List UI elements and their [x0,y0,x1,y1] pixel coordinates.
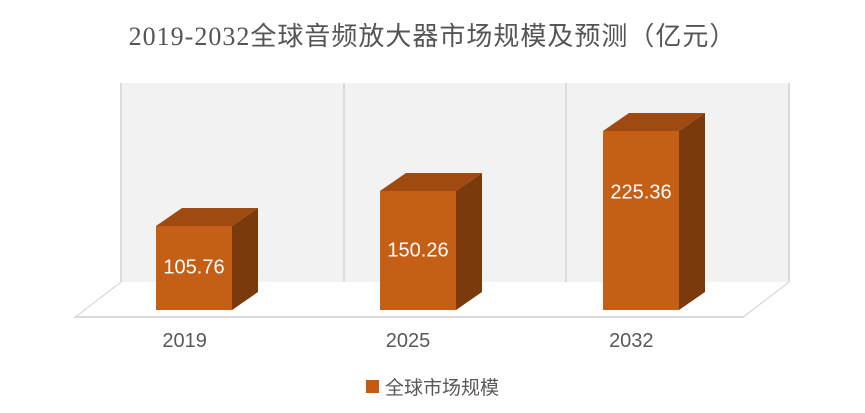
x-axis-label: 2025 [385,330,431,352]
bar-front-face [156,226,232,310]
chart-title: 2019-2032全球音频放大器市场规模及预测（亿元） [128,22,737,51]
bar-2032 [603,113,705,310]
bar-value-label: 150.26 [387,239,449,261]
bar-top-face [156,208,258,226]
bar-value-label: 225.36 [610,181,672,204]
bar-front-face [380,191,456,310]
bar-side-face [679,113,705,310]
bar-top-face [380,173,482,191]
bar-front-face [603,131,679,310]
x-axis: 2019 2025 2032 [73,330,743,353]
bar-side-face [232,208,258,310]
x-axis-label: 2019 [162,330,207,352]
bar-2019 [156,208,258,310]
wall-separator [342,83,345,282]
legend-swatch [365,380,379,393]
wall-separator [565,83,567,282]
bar-top-face [603,113,705,131]
bar-value-label: 105.76 [163,256,225,279]
x-axis-label: 2032 [609,330,654,352]
bar-2025 [380,173,482,310]
legend-label: 全球市场规模 [384,378,499,399]
legend: 全球市场规模 [0,373,865,400]
bar-side-face [456,173,482,310]
